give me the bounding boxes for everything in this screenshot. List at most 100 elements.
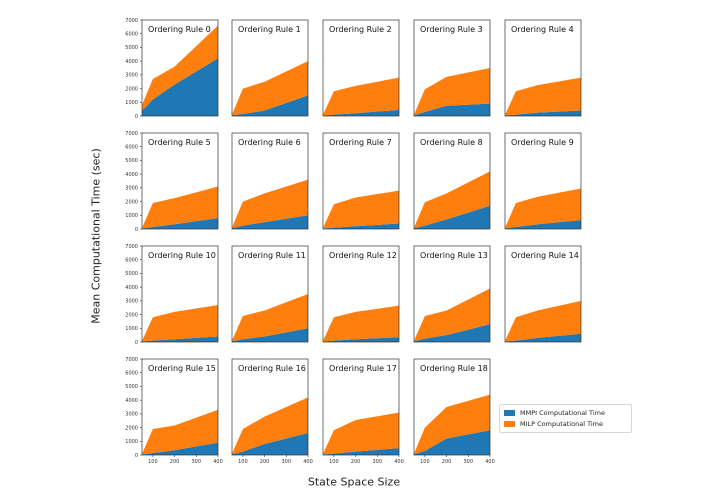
x-tick-label: 100	[329, 459, 339, 465]
panel-title: Ordering Rule 0	[148, 25, 211, 34]
area-milp	[414, 171, 490, 229]
y-tick-label: 6000	[125, 32, 138, 38]
panel-frame	[141, 358, 219, 456]
panel-frame	[322, 245, 400, 343]
y-tick-label: 6000	[125, 145, 138, 151]
panel-title: Ordering Rule 10	[148, 251, 216, 260]
panel-frame	[141, 19, 219, 117]
area-mmpi	[414, 103, 490, 116]
y-tick-label: 2000	[125, 86, 138, 92]
y-tick-label: 4000	[125, 285, 138, 291]
panel-title: Ordering Rule 13	[420, 251, 488, 260]
area-mmpi	[505, 220, 581, 229]
y-tick-label: 0	[135, 227, 138, 233]
panel-frame	[504, 132, 582, 230]
y-tick-label: 6000	[125, 371, 138, 377]
panel-title: Ordering Rule 4	[511, 25, 574, 34]
area-milp	[505, 300, 581, 342]
y-tick-label: 0	[135, 340, 138, 346]
x-tick-label: 400	[303, 459, 313, 465]
panel-title: Ordering Rule 16	[238, 364, 306, 373]
panel-frame	[231, 245, 309, 343]
area-milp	[414, 394, 490, 455]
area-mmpi	[142, 442, 218, 455]
panel-title: Ordering Rule 6	[238, 138, 301, 147]
y-axis-label: Mean Computational Time (sec)	[89, 148, 103, 324]
area-mmpi	[323, 448, 399, 455]
x-tick-label: 100	[238, 459, 248, 465]
y-tick-label: 2000	[125, 425, 138, 431]
x-axis-label: State Space Size	[307, 475, 401, 489]
panel-frame	[322, 132, 400, 230]
panel-frame	[231, 358, 309, 456]
y-tick-label: 0	[135, 114, 138, 120]
panel-title: Ordering Rule 14	[511, 251, 579, 260]
panel-frame	[231, 132, 309, 230]
panel-title: Ordering Rule 7	[329, 138, 392, 147]
y-tick-label: 2000	[125, 312, 138, 318]
area-mmpi	[232, 215, 308, 229]
y-tick-label: 7000	[125, 18, 138, 24]
x-tick-label: 200	[442, 459, 452, 465]
y-tick-label: 3000	[125, 73, 138, 79]
x-tick-label: 300	[192, 459, 202, 465]
y-tick-label: 1000	[125, 326, 138, 332]
legend-label-milp: MILP Computational Time	[520, 420, 603, 428]
y-tick-label: 5000	[125, 45, 138, 51]
y-tick-label: 1000	[125, 213, 138, 219]
area-milp	[142, 25, 218, 111]
x-tick-label: 100	[420, 459, 430, 465]
area-mmpi	[142, 336, 218, 342]
panel-title: Ordering Rule 11	[238, 251, 306, 260]
x-tick-label: 400	[394, 459, 404, 465]
area-milp	[505, 188, 581, 229]
area-mmpi	[232, 95, 308, 116]
area-mmpi	[232, 328, 308, 342]
panel-title: Ordering Rule 2	[329, 25, 392, 34]
y-tick-label: 1000	[125, 100, 138, 106]
area-milp	[142, 186, 218, 229]
panel-title: Ordering Rule 3	[420, 25, 483, 34]
panel-frame	[322, 19, 400, 117]
y-tick-label: 3000	[125, 186, 138, 192]
y-tick-label: 4000	[125, 172, 138, 178]
area-mmpi	[232, 433, 308, 455]
area-milp	[232, 179, 308, 229]
area-milp	[232, 397, 308, 455]
panel-title: Ordering Rule 12	[329, 251, 397, 260]
panel-title: Ordering Rule 8	[420, 138, 483, 147]
legend: MMPI Computational Time MILP Computation…	[499, 404, 632, 433]
area-milp	[505, 77, 581, 116]
panel-title: Ordering Rule 5	[148, 138, 211, 147]
y-tick-label: 7000	[125, 131, 138, 137]
panel-frame	[322, 358, 400, 456]
panel-frame	[413, 132, 491, 230]
x-tick-label: 300	[373, 459, 383, 465]
y-tick-label: 5000	[125, 158, 138, 164]
y-tick-label: 1000	[125, 439, 138, 445]
panel-frame	[413, 19, 491, 117]
x-tick-label: 100	[148, 459, 158, 465]
area-milp	[232, 294, 308, 342]
y-tick-label: 3000	[125, 412, 138, 418]
y-tick-label: 2000	[125, 199, 138, 205]
area-mmpi	[142, 218, 218, 229]
y-tick-label: 5000	[125, 271, 138, 277]
legend-swatch-milp	[504, 421, 515, 427]
panel-frame	[504, 245, 582, 343]
area-milp	[232, 61, 308, 116]
panel-frame	[413, 245, 491, 343]
y-tick-label: 7000	[125, 357, 138, 363]
area-milp	[323, 190, 399, 229]
area-mmpi	[505, 333, 581, 342]
panel-title: Ordering Rule 17	[329, 364, 397, 373]
panel-title: Ordering Rule 15	[148, 364, 216, 373]
panel-frame	[231, 19, 309, 117]
panel-frame	[504, 19, 582, 117]
area-mmpi	[323, 223, 399, 229]
legend-swatch-mmpi	[504, 410, 515, 416]
y-tick-label: 7000	[125, 244, 138, 250]
y-tick-label: 3000	[125, 299, 138, 305]
area-milp	[323, 412, 399, 455]
